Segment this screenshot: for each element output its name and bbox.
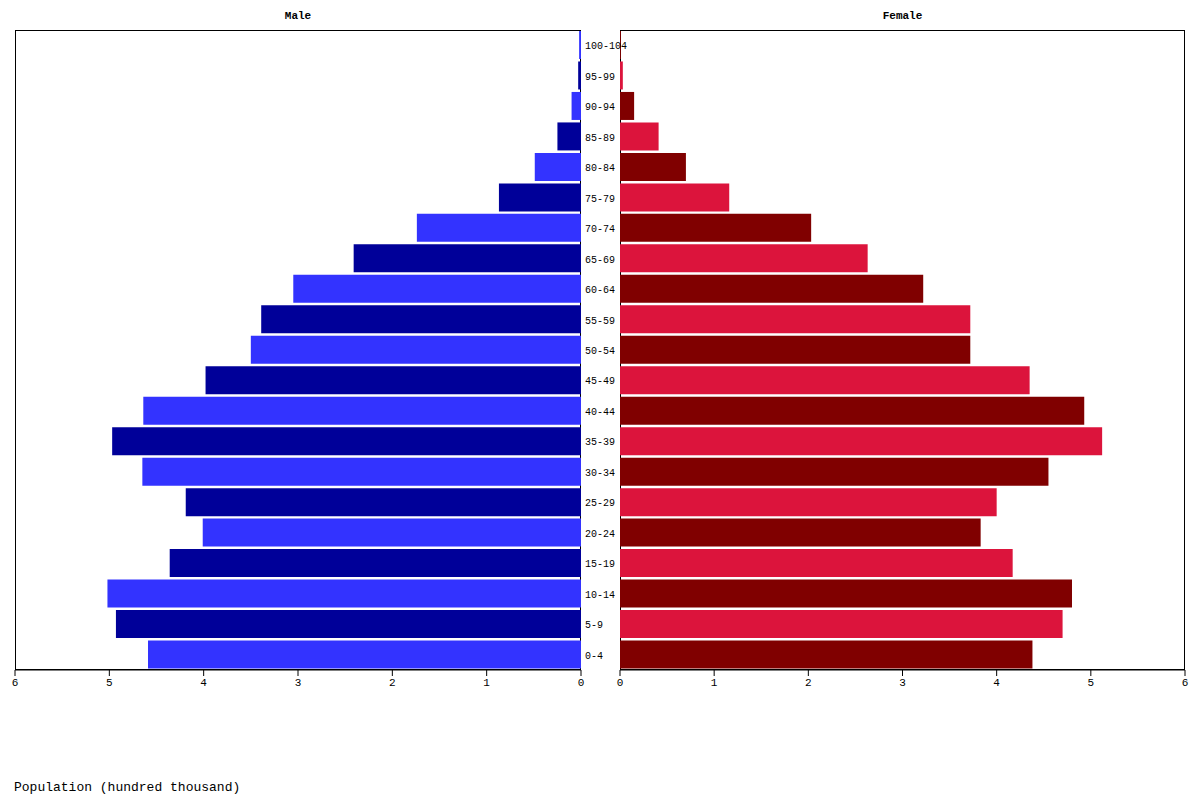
svg-text:95-99: 95-99	[585, 72, 615, 83]
svg-text:55-59: 55-59	[585, 316, 615, 327]
svg-text:70-74: 70-74	[585, 224, 615, 235]
svg-text:3: 3	[295, 677, 302, 689]
svg-text:0: 0	[578, 677, 585, 689]
svg-text:5-9: 5-9	[585, 620, 603, 631]
svg-text:2: 2	[805, 677, 812, 689]
svg-text:5: 5	[106, 677, 113, 689]
svg-text:60-64: 60-64	[585, 285, 615, 296]
svg-text:45-49: 45-49	[585, 376, 615, 387]
html-text:Population (hundred thousand): Population (hundred thousand)	[14, 780, 241, 795]
svg-text:80-84: 80-84	[585, 163, 615, 174]
svg-text:4: 4	[993, 677, 1000, 689]
svg-text:85-89: 85-89	[585, 133, 615, 144]
svg-text:65-69: 65-69	[585, 255, 615, 266]
svg-text:75-79: 75-79	[585, 194, 615, 205]
svg-text:6: 6	[12, 677, 19, 689]
svg-text:6: 6	[1182, 677, 1189, 689]
svg-text:10-14: 10-14	[585, 590, 615, 601]
svg-text:5: 5	[1088, 677, 1095, 689]
html-text:Female: Female	[882, 10, 923, 22]
svg-text:1: 1	[711, 677, 718, 689]
svg-text:2: 2	[389, 677, 396, 689]
svg-text:40-44: 40-44	[585, 407, 615, 418]
svg-text:90-94: 90-94	[585, 102, 615, 113]
svg-text:0-4: 0-4	[585, 651, 603, 662]
svg-text:100-104: 100-104	[585, 41, 627, 52]
svg-text:20-24: 20-24	[585, 529, 615, 540]
svg-text:35-39: 35-39	[585, 437, 615, 448]
svg-text:3: 3	[899, 677, 906, 689]
svg-text:30-34: 30-34	[585, 468, 615, 479]
svg-text:15-19: 15-19	[585, 559, 615, 570]
html-text:Male: Male	[284, 10, 312, 22]
svg-text:50-54: 50-54	[585, 346, 615, 357]
svg-text:25-29: 25-29	[585, 498, 615, 509]
svg-text:0: 0	[617, 677, 624, 689]
svg-text:1: 1	[483, 677, 490, 689]
svg-text:4: 4	[200, 677, 207, 689]
